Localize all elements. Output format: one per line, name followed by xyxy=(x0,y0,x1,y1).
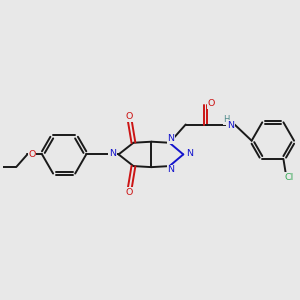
Text: N: N xyxy=(167,165,175,174)
Text: O: O xyxy=(208,99,215,108)
Text: O: O xyxy=(28,150,36,159)
Text: N: N xyxy=(167,134,175,143)
Text: O: O xyxy=(126,188,133,197)
Text: N: N xyxy=(227,121,234,130)
Text: Cl: Cl xyxy=(285,173,294,182)
Text: O: O xyxy=(126,112,133,121)
Text: N: N xyxy=(186,149,193,158)
Text: H: H xyxy=(224,115,230,124)
Text: N: N xyxy=(109,149,116,158)
